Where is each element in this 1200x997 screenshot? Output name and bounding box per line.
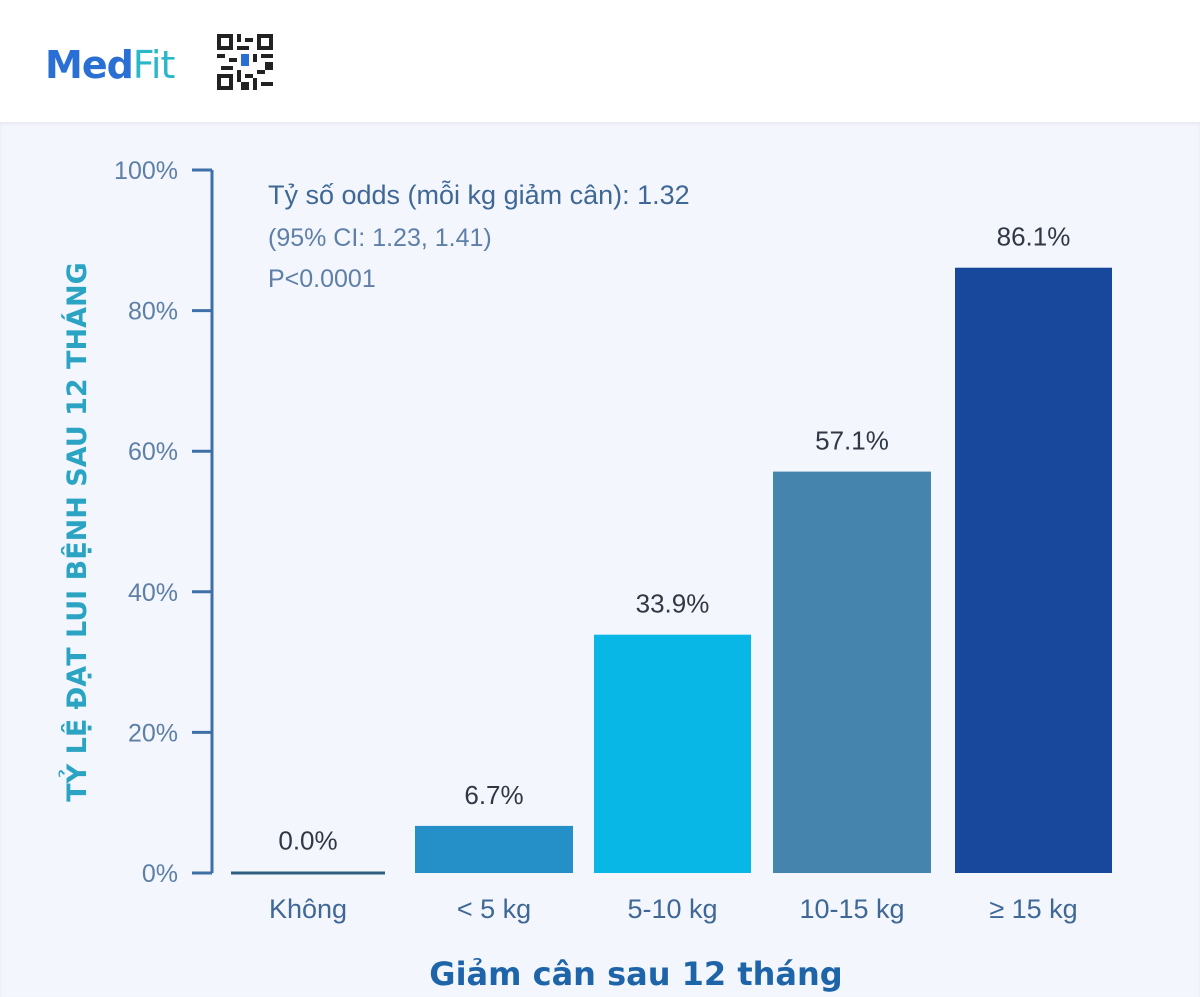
x-category-label: 10-15 kg (799, 894, 904, 924)
bar-value-label: 33.9% (636, 589, 710, 619)
y-tick-label: 100% (114, 157, 178, 185)
bar (955, 267, 1112, 873)
logo-med: Med (45, 43, 134, 87)
x-category-label: ≥ 15 kg (989, 894, 1077, 924)
annotation-ci: (95% CI: 1.23, 1.41) (268, 224, 492, 252)
y-tick-label: 60% (128, 438, 178, 466)
bar-value-label: 86.1% (997, 222, 1071, 252)
y-tick-label: 40% (128, 579, 178, 607)
qr-code-icon (217, 34, 273, 90)
x-category-label: 5-10 kg (627, 894, 717, 924)
x-axis-title: Giảm cân sau 12 tháng (429, 955, 842, 993)
x-category-label: < 5 kg (457, 894, 531, 924)
medfit-logo[interactable]: MedFit (45, 43, 176, 87)
bar (773, 471, 931, 873)
y-ticks: 0% 20% 40% 60% 80% 100% (114, 157, 212, 888)
category-labels: Không < 5 kg 5-10 kg 10-15 kg ≥ 15 kg (269, 894, 1078, 924)
bars (231, 267, 1112, 875)
logo-fit: Fit (132, 43, 176, 87)
value-labels: 0.0% 6.7% 33.9% 57.1% 86.1% (278, 222, 1070, 856)
annotation-odds-ratio: Tỷ số odds (mỗi kg giảm cân): 1.32 (268, 179, 690, 210)
bar (594, 634, 751, 873)
bar-value-label: 0.0% (278, 826, 337, 856)
annotation-p-value: P<0.0001 (268, 265, 376, 293)
bar (415, 825, 573, 873)
x-category-label: Không (269, 894, 347, 924)
bar-value-label: 6.7% (464, 780, 523, 810)
header: MedFit (0, 0, 1200, 120)
y-axis-title: TỶ LỆ ĐẠT LUI BỆNH SAU 12 THÁNG (58, 262, 93, 801)
y-tick-label: 80% (128, 298, 178, 326)
bar (231, 871, 385, 875)
y-tick-label: 0% (142, 860, 178, 888)
y-tick-label: 20% (128, 719, 178, 747)
bar-value-label: 57.1% (815, 426, 889, 456)
